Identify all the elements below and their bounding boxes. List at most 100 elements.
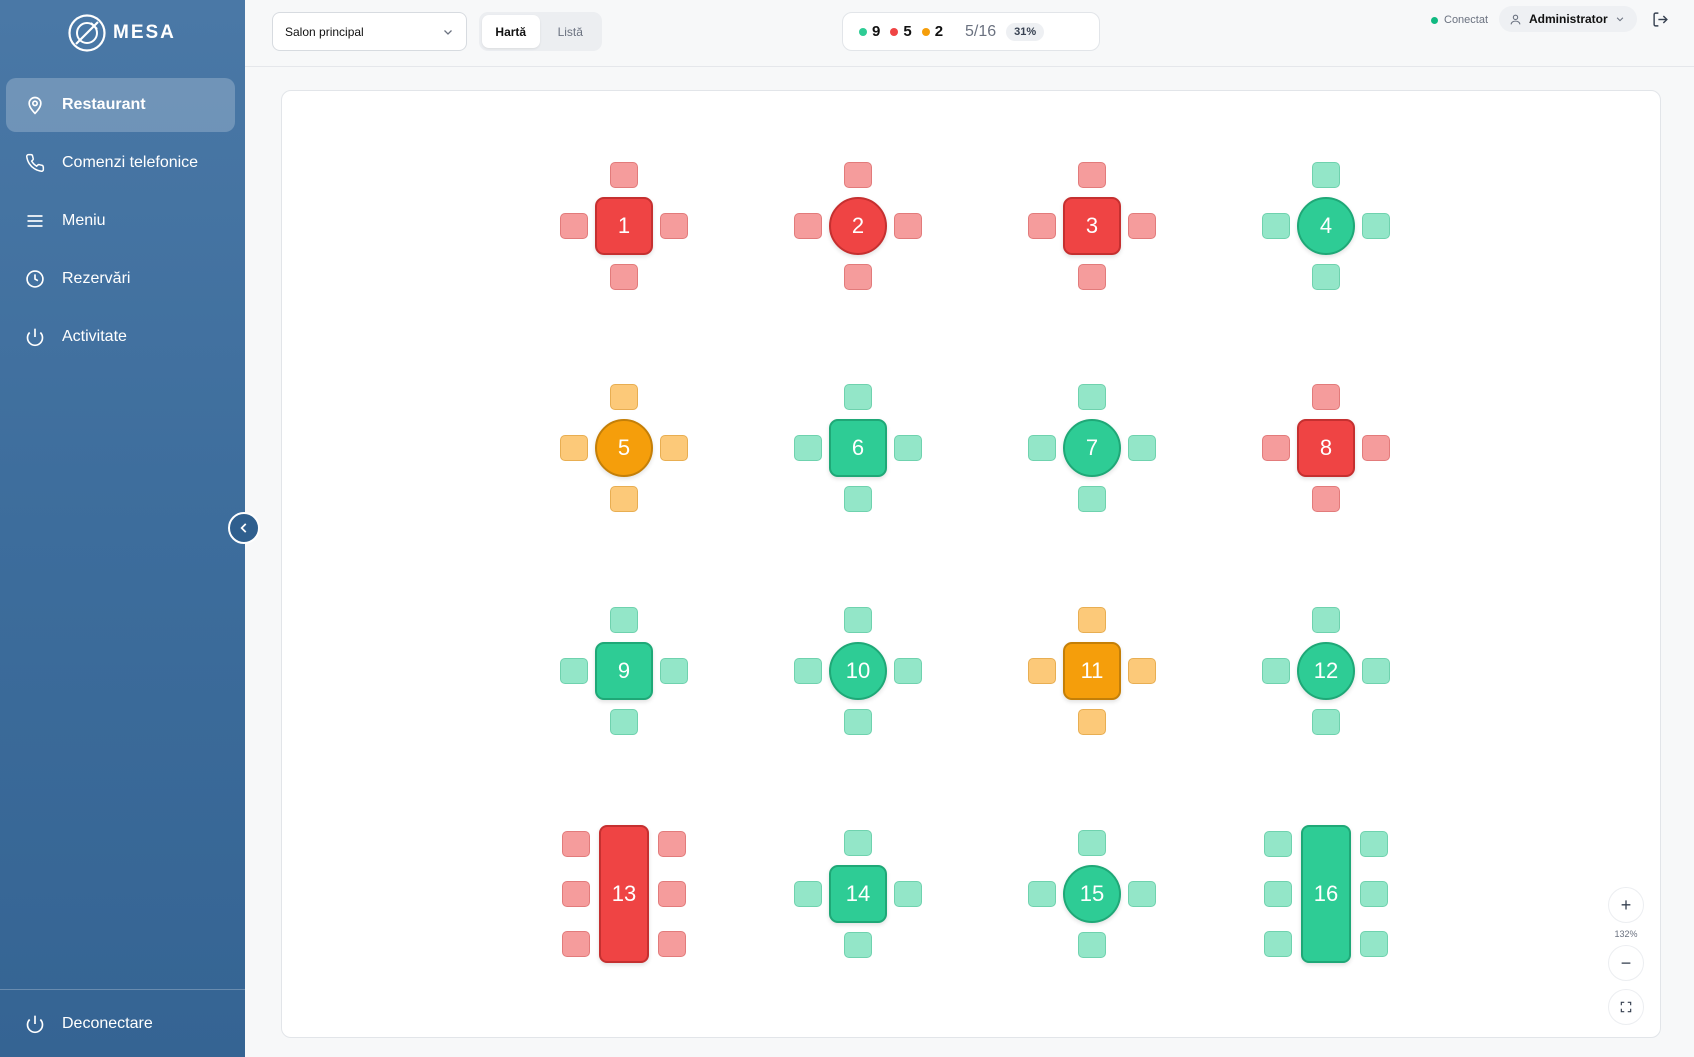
chair bbox=[844, 709, 872, 735]
collapse-sidebar-button[interactable] bbox=[228, 512, 260, 544]
chair bbox=[560, 213, 588, 239]
chevron-down-icon bbox=[444, 29, 452, 35]
zoom-level: 132% bbox=[1614, 929, 1638, 939]
chair bbox=[562, 881, 590, 907]
chevron-down-icon bbox=[1616, 17, 1623, 22]
view-list-tab[interactable]: Listă bbox=[557, 24, 583, 39]
chair bbox=[1264, 931, 1292, 957]
chair bbox=[610, 486, 638, 512]
chair bbox=[562, 931, 590, 957]
sidebar-item-reservations[interactable]: Rezervări bbox=[6, 252, 235, 306]
chair bbox=[894, 658, 922, 684]
sidebar-item-label: Activitate bbox=[62, 328, 127, 345]
chair bbox=[1078, 486, 1106, 512]
view-toggle: Hartă Listă bbox=[479, 12, 602, 51]
chair bbox=[1128, 213, 1156, 239]
chair bbox=[1128, 435, 1156, 461]
table-top[interactable]: 5 bbox=[595, 419, 653, 477]
table-top[interactable]: 16 bbox=[1301, 825, 1351, 963]
chair bbox=[844, 264, 872, 290]
chair bbox=[1078, 162, 1106, 188]
chair bbox=[1360, 831, 1388, 857]
tables-layer: 1 2 3 4 5 6 7 8 9 10 11 12 13 14 15 16 bbox=[282, 91, 1660, 1037]
chair bbox=[660, 213, 688, 239]
chair bbox=[794, 435, 822, 461]
table-top[interactable]: 2 bbox=[829, 197, 887, 255]
stat-occupied: 5 bbox=[890, 23, 912, 40]
connected-dot-icon bbox=[1431, 16, 1438, 24]
logo-icon bbox=[68, 14, 106, 52]
stat-reserved-count: 2 bbox=[934, 23, 944, 40]
table-top[interactable]: 7 bbox=[1063, 419, 1121, 477]
view-map-tab[interactable]: Hartă bbox=[482, 15, 540, 48]
sidebar-item-restaurant[interactable]: Restaurant bbox=[6, 78, 235, 132]
free-dot-icon bbox=[859, 27, 867, 36]
chair bbox=[1078, 709, 1106, 735]
stat-reserved: 2 bbox=[921, 23, 944, 40]
chevron-left-icon bbox=[240, 523, 247, 533]
hall-select-value: Salon principal bbox=[285, 24, 364, 39]
power-icon bbox=[24, 326, 46, 348]
chair bbox=[658, 831, 686, 857]
chair bbox=[1312, 709, 1340, 735]
user-menu-button[interactable]: Administrator bbox=[1499, 6, 1637, 32]
power-icon bbox=[24, 1013, 46, 1035]
chair bbox=[562, 831, 590, 857]
table-top[interactable]: 15 bbox=[1063, 865, 1121, 923]
chair bbox=[1262, 658, 1290, 684]
logo-text: MESA bbox=[113, 22, 176, 43]
logout-nav-item[interactable]: Deconectare bbox=[6, 997, 235, 1051]
table-top[interactable]: 3 bbox=[1063, 197, 1121, 255]
table-top[interactable]: 14 bbox=[829, 865, 887, 923]
table-top[interactable]: 10 bbox=[829, 642, 887, 700]
sidebar-item-label: Restaurant bbox=[62, 96, 146, 113]
sidebar-item-activity[interactable]: Activitate bbox=[6, 310, 235, 364]
table-top[interactable]: 13 bbox=[599, 825, 649, 963]
table-stats: 9 5 2 5/16 31% bbox=[842, 12, 1100, 51]
table-top[interactable]: 8 bbox=[1297, 419, 1355, 477]
phone-icon bbox=[24, 152, 46, 174]
chair bbox=[1312, 607, 1340, 633]
chair bbox=[1362, 435, 1390, 461]
hall-select[interactable]: Salon principal bbox=[272, 12, 467, 51]
chair bbox=[1028, 435, 1056, 461]
sidebar-item-menu[interactable]: Meniu bbox=[6, 194, 235, 248]
connection-status-label: Conectat bbox=[1444, 14, 1489, 26]
table-top[interactable]: 12 bbox=[1297, 642, 1355, 700]
stat-free-count: 9 bbox=[872, 23, 881, 40]
table-top[interactable]: 4 bbox=[1297, 197, 1355, 255]
sidebar-item-phone-orders[interactable]: Comenzi telefonice bbox=[6, 136, 235, 190]
chair bbox=[844, 162, 872, 188]
table-top[interactable]: 6 bbox=[829, 419, 887, 477]
chair bbox=[1362, 658, 1390, 684]
chair bbox=[794, 213, 822, 239]
chair bbox=[560, 435, 588, 461]
occupied-dot-icon bbox=[890, 27, 899, 36]
zoom-out-button[interactable]: − bbox=[1608, 945, 1644, 981]
chair bbox=[1128, 881, 1156, 907]
chair bbox=[1028, 213, 1056, 239]
chair bbox=[1360, 931, 1388, 957]
logout-button[interactable] bbox=[1647, 6, 1673, 32]
chair bbox=[610, 384, 638, 410]
sidebar-item-label: Meniu bbox=[62, 212, 106, 229]
stat-free: 9 bbox=[859, 23, 880, 40]
chair bbox=[610, 607, 638, 633]
table-top[interactable]: 1 bbox=[595, 197, 653, 255]
chair bbox=[1362, 213, 1390, 239]
topbar: Salon principal Hartă Listă 9 5 2 5/16 3… bbox=[245, 0, 1694, 67]
zoom-in-button[interactable]: + bbox=[1608, 887, 1644, 923]
chair bbox=[844, 830, 872, 856]
chair bbox=[1262, 435, 1290, 461]
chair bbox=[610, 162, 638, 188]
chair bbox=[894, 213, 922, 239]
chair bbox=[1312, 162, 1340, 188]
chair bbox=[844, 486, 872, 512]
connection-status: Conectat bbox=[1431, 12, 1488, 28]
chair bbox=[1312, 384, 1340, 410]
table-top[interactable]: 11 bbox=[1063, 642, 1121, 700]
fit-screen-button[interactable] bbox=[1608, 989, 1644, 1025]
chair bbox=[560, 658, 588, 684]
table-top[interactable]: 9 bbox=[595, 642, 653, 700]
sidebar-nav: Restaurant Comenzi telefonice Meniu Reze… bbox=[6, 78, 235, 368]
